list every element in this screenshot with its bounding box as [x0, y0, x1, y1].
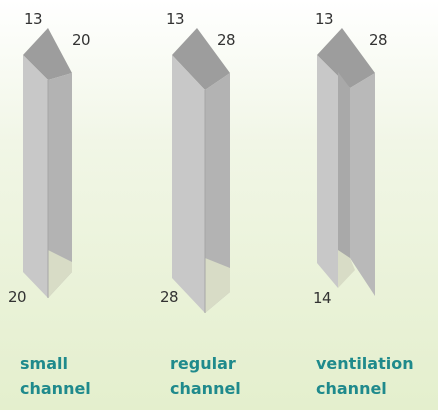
ventilation-channel-bottom-dimension: 14 [313, 289, 332, 307]
regular-channel-top-left-dimension: 13 [166, 10, 185, 28]
regular-channel-top-face [172, 28, 230, 90]
regular-channel-top-right-dimension: 28 [217, 31, 236, 49]
regular-channel-label: regular channel [170, 352, 241, 402]
small-channel-label: small channel [20, 352, 91, 402]
ventilation-channel-top-right-dimension: 28 [369, 31, 388, 49]
ventilation-channel-side-face [350, 73, 375, 296]
ventilation-channel-front-face [317, 55, 342, 288]
small-channel-top-right-dimension: 20 [72, 31, 91, 49]
ventilation-channel-label-line1: ventilation [316, 354, 414, 373]
regular-channel-front-face [172, 55, 205, 313]
ventilation-channel-label-line2: channel [316, 378, 387, 398]
small-channel-side-face [48, 73, 72, 298]
ventilation-channel-mid-face [338, 72, 350, 288]
small-channel-front-face [23, 55, 48, 298]
ventilation-channel-top-left-dimension: 13 [315, 10, 334, 28]
small-channel-inner-face [48, 250, 72, 298]
regular-channel-bottom-dimension: 28 [160, 288, 179, 306]
small-channel-label-line2: channel [20, 378, 91, 398]
ventilation-channel-top-face [317, 28, 375, 88]
ventilation-channel-label: ventilation channel [316, 352, 414, 402]
small-channel-top-face [23, 28, 72, 80]
regular-channel-side-face [205, 73, 230, 313]
small-channel-bottom-dimension: 20 [8, 288, 27, 306]
small-channel-top-left-dimension: 13 [24, 10, 43, 28]
ventilation-channel-inner-face [338, 250, 355, 288]
regular-channel-inner-face [205, 258, 230, 313]
regular-channel-label-line1: regular [170, 354, 236, 373]
small-channel-label-line1: small [20, 354, 68, 373]
regular-channel-label-line2: channel [170, 378, 241, 398]
